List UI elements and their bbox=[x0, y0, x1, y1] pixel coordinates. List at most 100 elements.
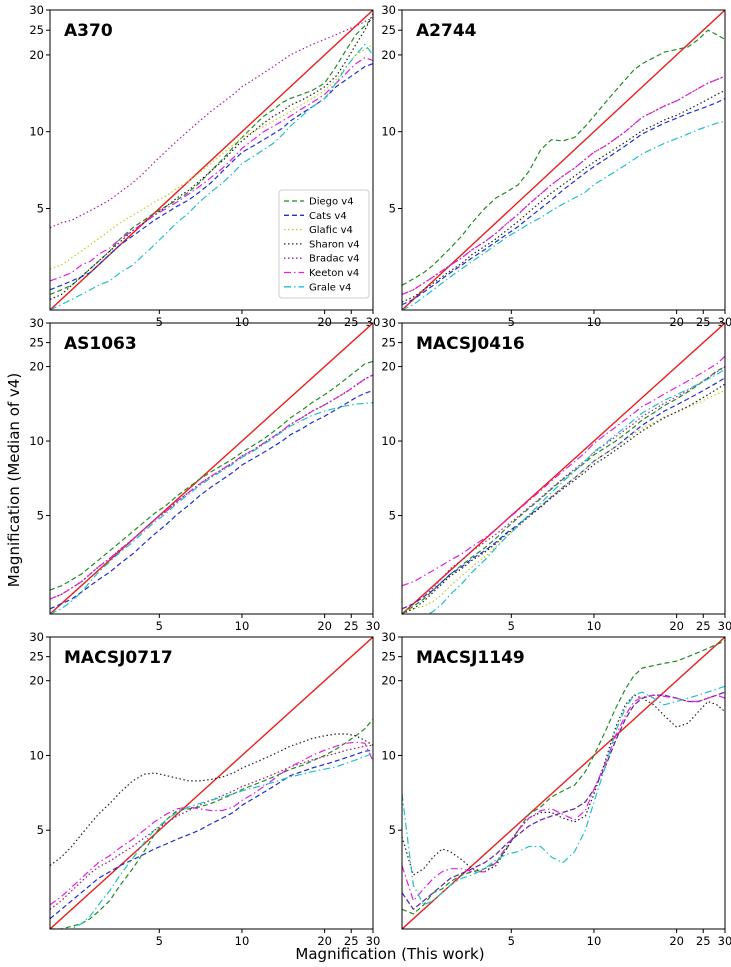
macsj1149-y-tick-label: 30 bbox=[381, 630, 396, 644]
as1063-series-keeton-v4 bbox=[50, 374, 373, 600]
macsj0416-y-tick-label: 25 bbox=[381, 336, 396, 350]
a2744-reference-line bbox=[402, 10, 725, 310]
panel-macsj0717: 5 5 10 10 20 20 25 25 30 30 MACSJ0717 bbox=[29, 630, 380, 948]
macsj0416-series-grale-v4 bbox=[427, 368, 725, 614]
a2744-y-tick-label: 20 bbox=[381, 48, 396, 62]
macsj0416-series-bradac-v4 bbox=[402, 366, 725, 610]
a370-series-diego-v4 bbox=[50, 17, 373, 296]
panel-macsj0416: 5 5 10 10 20 20 25 25 30 30 MACSJ0416 bbox=[381, 316, 731, 633]
macsj1149-series-cats-v4 bbox=[402, 691, 725, 910]
a370-series-cats-v4 bbox=[50, 63, 373, 291]
macsj1149-series-grale-v4 bbox=[402, 685, 725, 906]
as1063-y-tick-label: 10 bbox=[29, 434, 44, 448]
macsj0717-series-sharon-v4 bbox=[50, 733, 373, 867]
macsj1149-x-tick-label: 25 bbox=[696, 934, 711, 948]
macsj0717-y-tick-label: 5 bbox=[37, 823, 44, 837]
macsj1149-title: MACSJ1149 bbox=[416, 648, 525, 668]
macsj0416-x-tick-label: 10 bbox=[587, 619, 602, 633]
macsj1149-series-diego-v4 bbox=[402, 640, 725, 915]
as1063-y-tick-label: 25 bbox=[29, 336, 44, 350]
a370-series-glafic-v4 bbox=[50, 43, 373, 270]
macsj0416-series-keeton-v4 bbox=[402, 355, 725, 587]
legend: Diego v4 Cats v4 Glafic v4 Sharon v4 Bradac … bbox=[278, 189, 370, 299]
macsj0416-series-glafic-v4 bbox=[402, 389, 725, 610]
macsj1149-series-glafic-v4 bbox=[402, 691, 725, 910]
macsj0717-series-cats-v4 bbox=[50, 749, 373, 920]
legend-label-cats-v4: Cats v4 bbox=[309, 211, 347, 222]
macsj0717-series-diego-v4 bbox=[50, 718, 373, 929]
macsj0416-title: MACSJ0416 bbox=[416, 334, 525, 354]
a2744-series-grale-v4 bbox=[402, 120, 725, 310]
macsj0717-x-tick-label: 20 bbox=[317, 934, 332, 948]
a2744-y-tick-label: 5 bbox=[389, 201, 396, 215]
as1063-x-tick-label: 20 bbox=[317, 619, 332, 633]
macsj0717-axes-frame bbox=[49, 636, 374, 930]
macsj1149-series-keeton-v4 bbox=[402, 694, 725, 902]
as1063-y-tick-label: 5 bbox=[37, 509, 44, 523]
as1063-y-tick-label: 20 bbox=[29, 360, 44, 374]
a2744-series-keeton-v4 bbox=[402, 75, 725, 296]
a2744-series-glafic-v4 bbox=[402, 75, 725, 296]
legend-label-sharon-v4: Sharon v4 bbox=[309, 239, 360, 250]
macsj0717-y-tick-label: 20 bbox=[29, 674, 44, 688]
legend-label-grale-v4: Grale v4 bbox=[309, 282, 351, 293]
panel-a370: 5 5 10 10 20 20 25 25 30 30 A370 Diego v4 Cats v4 Gla… bbox=[29, 3, 380, 329]
a2744-x-tick-label: 5 bbox=[508, 315, 515, 329]
as1063-title: AS1063 bbox=[64, 334, 137, 354]
a2744-series-sharon-v4 bbox=[402, 89, 725, 303]
a2744-x-tick-label: 25 bbox=[696, 315, 711, 329]
a370-y-tick-label: 5 bbox=[37, 201, 44, 215]
a370-y-tick-label: 20 bbox=[29, 48, 44, 62]
macsj1149-reference-line bbox=[402, 637, 725, 929]
a2744-y-tick-label: 10 bbox=[381, 125, 396, 139]
macsj0416-x-tick-label: 5 bbox=[508, 619, 515, 633]
macsj1149-y-tick-label: 5 bbox=[389, 823, 396, 837]
as1063-y-tick-label: 30 bbox=[29, 316, 44, 330]
macsj0416-axes-frame bbox=[401, 322, 726, 615]
macsj0416-series-sharon-v4 bbox=[402, 383, 725, 614]
as1063-x-tick-label: 30 bbox=[366, 619, 381, 633]
macsj0416-series-diego-v4 bbox=[402, 366, 725, 614]
macsj0717-series-grale-v4 bbox=[69, 752, 373, 929]
macsj1149-x-tick-label: 10 bbox=[587, 934, 602, 948]
macsj1149-x-tick-label: 5 bbox=[508, 934, 515, 948]
macsj1149-x-tick-label: 30 bbox=[718, 934, 731, 948]
a2744-x-tick-label: 10 bbox=[587, 315, 602, 329]
panel-macsj1149: 5 5 10 10 20 20 25 25 30 30 MACSJ1149 bbox=[381, 630, 731, 948]
a2744-y-tick-label: 25 bbox=[381, 23, 396, 37]
macsj0717-title: MACSJ0717 bbox=[64, 648, 173, 668]
macsj1149-series-bradac-v4 bbox=[402, 691, 725, 910]
a370-x-tick-label: 10 bbox=[235, 315, 250, 329]
a370-series-keeton-v4 bbox=[50, 57, 373, 282]
macsj0717-x-tick-label: 30 bbox=[366, 934, 381, 948]
macsj1149-y-tick-label: 20 bbox=[381, 674, 396, 688]
as1063-series-diego-v4 bbox=[50, 360, 373, 591]
macsj0717-x-tick-label: 25 bbox=[344, 934, 359, 948]
macsj0717-reference-line bbox=[50, 637, 373, 929]
as1063-series-cats-v4 bbox=[50, 389, 373, 610]
macsj0416-y-tick-label: 5 bbox=[389, 509, 396, 523]
a370-x-tick-label: 25 bbox=[344, 315, 359, 329]
macsj0717-y-tick-label: 10 bbox=[29, 748, 44, 762]
macsj0416-x-tick-label: 25 bbox=[696, 619, 711, 633]
y-axis-label: Magnification (Median of v4) bbox=[5, 373, 23, 587]
macsj0416-x-tick-label: 20 bbox=[669, 619, 684, 633]
a370-series-bradac-v4 bbox=[50, 17, 373, 229]
a2744-x-tick-label: 30 bbox=[718, 315, 731, 329]
as1063-x-tick-label: 25 bbox=[344, 619, 359, 633]
a2744-y-tick-label: 30 bbox=[381, 3, 396, 17]
as1063-reference-line bbox=[50, 323, 373, 614]
a2744-axes-frame bbox=[401, 9, 726, 311]
a2744-series-cats-v4 bbox=[402, 97, 725, 306]
macsj0717-series-keeton-v4 bbox=[50, 741, 373, 906]
macsj0416-y-tick-label: 20 bbox=[381, 360, 396, 374]
as1063-x-tick-label: 5 bbox=[156, 619, 163, 633]
as1063-axes-frame bbox=[49, 322, 374, 615]
macsj0717-y-tick-label: 25 bbox=[29, 650, 44, 664]
legend-label-bradac-v4: Bradac v4 bbox=[309, 254, 360, 265]
a370-x-tick-label: 5 bbox=[156, 315, 163, 329]
macsj0416-series-cats-v4 bbox=[402, 377, 725, 610]
a370-x-tick-label: 20 bbox=[317, 315, 332, 329]
